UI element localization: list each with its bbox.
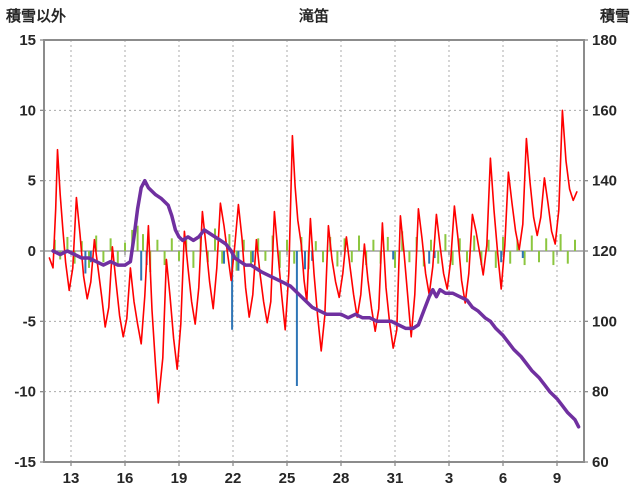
- svg-text:5: 5: [28, 173, 36, 190]
- svg-text:160: 160: [592, 102, 617, 119]
- svg-text:6: 6: [499, 470, 507, 487]
- left-axis-title: 積雪以外: [5, 7, 66, 25]
- svg-text:-5: -5: [23, 313, 36, 330]
- svg-text:13: 13: [63, 470, 80, 487]
- svg-text:100: 100: [592, 313, 617, 330]
- svg-text:-10: -10: [14, 384, 36, 401]
- svg-text:140: 140: [592, 173, 617, 190]
- svg-text:15: 15: [19, 32, 36, 49]
- svg-text:10: 10: [19, 102, 36, 119]
- chart-title: 滝笛: [299, 7, 329, 25]
- svg-text:120: 120: [592, 243, 617, 260]
- svg-text:31: 31: [387, 470, 404, 487]
- svg-text:180: 180: [592, 32, 617, 49]
- svg-text:19: 19: [171, 470, 188, 487]
- plot-area: 15 10 5 0 -5 -10 -15 180 160 140 120 100 80 60 13 16 19 2…: [14, 32, 617, 487]
- svg-text:25: 25: [279, 470, 296, 487]
- svg-text:60: 60: [592, 454, 609, 471]
- svg-text:22: 22: [225, 470, 242, 487]
- svg-text:-15: -15: [14, 454, 36, 471]
- svg-text:9: 9: [553, 470, 561, 487]
- right-axis-title: 積雪: [599, 7, 630, 25]
- svg-text:28: 28: [333, 470, 350, 487]
- svg-text:16: 16: [117, 470, 134, 487]
- svg-text:0: 0: [28, 243, 36, 260]
- svg-text:80: 80: [592, 384, 609, 401]
- svg-text:3: 3: [445, 470, 453, 487]
